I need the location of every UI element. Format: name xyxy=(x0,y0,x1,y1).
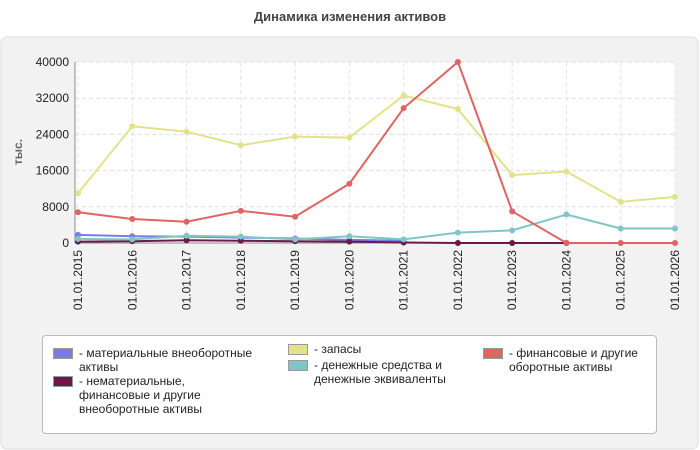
plot-area xyxy=(75,62,675,243)
point xyxy=(183,237,190,244)
legend-swatch xyxy=(288,360,308,371)
legend-label: - финансовые и другие оборотные активы xyxy=(509,346,638,374)
point xyxy=(672,240,678,246)
point xyxy=(509,240,516,246)
x-tick-label: 01.01.2024 xyxy=(559,250,573,310)
point xyxy=(292,213,299,220)
x-tick-label: 01.01.2023 xyxy=(505,250,519,310)
y-axis-label: тыс. xyxy=(11,139,25,165)
series-line xyxy=(77,94,676,203)
point xyxy=(129,123,136,130)
legend-swatch xyxy=(288,344,308,355)
series-line xyxy=(77,239,567,244)
legend-item: - материальные внеоборотные активы xyxy=(53,346,259,374)
x-tick-label: 01.01.2019 xyxy=(288,250,302,310)
x-tick-label: 01.01.2018 xyxy=(234,250,248,310)
point xyxy=(454,240,461,246)
point xyxy=(292,133,299,140)
point xyxy=(563,240,570,246)
point xyxy=(346,233,353,240)
point xyxy=(129,236,136,243)
y-tick-label: 0 xyxy=(62,236,69,250)
legend-label: - запасы xyxy=(314,342,362,356)
point xyxy=(617,198,624,205)
y-tick-label: 32000 xyxy=(36,91,70,105)
point xyxy=(75,190,81,197)
y-tick-label: 16000 xyxy=(36,164,70,178)
point xyxy=(346,180,353,187)
point xyxy=(454,106,461,113)
x-tick-label: 01.01.2022 xyxy=(451,250,465,310)
legend-item: - финансовые и другие оборотные активы xyxy=(483,346,674,374)
point xyxy=(346,134,353,141)
point xyxy=(400,105,407,112)
x-tick-label: 01.01.2025 xyxy=(614,250,628,310)
point xyxy=(400,92,407,99)
point xyxy=(617,240,624,246)
legend-swatch xyxy=(53,348,73,359)
legend-label: - денежные средства и денежные эквивален… xyxy=(314,358,446,386)
point xyxy=(346,238,353,245)
y-tick-label: 24000 xyxy=(36,127,70,141)
point xyxy=(129,216,136,223)
x-tick-label: 01.01.2017 xyxy=(180,250,194,310)
point xyxy=(75,235,81,242)
point xyxy=(237,207,244,214)
series-line xyxy=(77,213,675,241)
x-tick-label: 01.01.2015 xyxy=(71,250,85,310)
point xyxy=(672,225,678,232)
point xyxy=(292,236,299,243)
point xyxy=(509,172,516,179)
x-tick-label: 01.01.2016 xyxy=(125,250,139,310)
point xyxy=(672,193,678,200)
point xyxy=(237,233,244,240)
chart-title: Динамика изменения активов xyxy=(254,9,446,24)
point xyxy=(183,128,190,135)
point xyxy=(563,168,570,175)
point xyxy=(400,236,407,243)
series-line xyxy=(77,60,675,244)
legend-label: - нематериальные, финансовые и другие вн… xyxy=(79,374,202,416)
legend-item: - запасы xyxy=(288,342,484,356)
point xyxy=(183,218,190,225)
x-tick-label: 01.01.2020 xyxy=(342,250,356,310)
point xyxy=(75,209,81,216)
point xyxy=(509,208,516,215)
y-tick-label: 40000 xyxy=(36,55,70,69)
point xyxy=(563,211,570,218)
legend-item: - нематериальные, финансовые и другие вн… xyxy=(53,374,259,416)
point xyxy=(454,59,461,65)
legend-item: - денежные средства и денежные эквивален… xyxy=(288,358,484,386)
legend-label: - материальные внеоборотные активы xyxy=(79,346,252,374)
legend: - материальные внеоборотные активы - нема… xyxy=(42,335,657,434)
x-tick-label: 01.01.2021 xyxy=(397,250,411,310)
legend-swatch xyxy=(53,376,73,387)
point xyxy=(183,232,190,239)
y-tick-label: 8000 xyxy=(42,200,69,214)
point xyxy=(237,142,244,149)
point xyxy=(617,225,624,232)
point xyxy=(454,229,461,236)
legend-swatch xyxy=(483,348,503,359)
x-tick-label: 01.01.2026 xyxy=(668,250,682,310)
point xyxy=(509,227,516,234)
